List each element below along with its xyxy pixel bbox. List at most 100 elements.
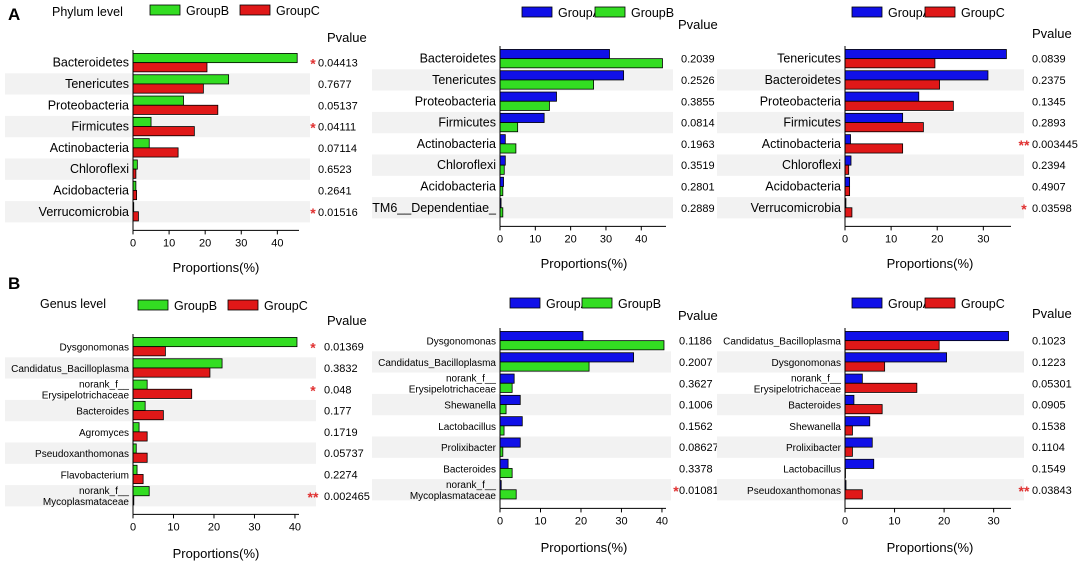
bar-groupb	[499, 58, 663, 69]
pvalue: 0.05137	[318, 100, 358, 112]
category-label-line: norank_f__	[446, 373, 496, 384]
bar-groupb	[132, 358, 223, 369]
pvalue: 0.2375	[1032, 75, 1066, 87]
pvalue-header: Pvalue	[327, 30, 367, 45]
category-label: Prolixibacter	[786, 443, 842, 454]
bar-groupb	[132, 53, 298, 64]
pvalue: 0.2801	[681, 181, 715, 193]
category-label-line: Mycoplasmataceae	[410, 491, 497, 502]
bar-groupa	[499, 112, 545, 123]
significance-star: **	[1019, 137, 1030, 153]
category-label-line: Mycoplasmataceae	[43, 497, 130, 508]
significance-star: **	[1019, 483, 1030, 499]
row-stripe	[717, 479, 1024, 501]
bar-groupa	[499, 70, 625, 81]
pvalue: 0.2526	[681, 75, 715, 87]
bar-groupc	[132, 431, 148, 442]
x-tick-label: 0	[497, 233, 503, 245]
pvalue: 0.003445	[1032, 139, 1078, 151]
bar-groupc	[844, 143, 904, 154]
x-tick-label: 0	[842, 515, 848, 527]
bar-groupb	[132, 138, 150, 149]
x-axis-title: Proportions(%)	[173, 546, 260, 561]
x-axis-title: Proportions(%)	[887, 256, 974, 271]
legend-label-groupc: GroupC	[961, 6, 1005, 20]
category-label: Firmicutes	[71, 120, 129, 134]
category-label: Verrucomicrobia	[751, 201, 841, 215]
bar-groupc	[844, 404, 883, 415]
category-label: Actinobacteria	[417, 137, 496, 151]
category-label: Bacteroidetes	[53, 56, 129, 70]
legend-label-groupc: GroupC	[276, 4, 320, 18]
pvalue: 0.01516	[318, 207, 358, 219]
legend-label-groupb: GroupB	[174, 299, 217, 313]
pvalue: 0.2889	[681, 203, 715, 215]
bar-groupa	[844, 112, 904, 123]
x-tick-label: 10	[529, 233, 541, 245]
chart-panel-3: Tenericutes 0.0839 Bacteroidetes 0.2375 Prot…	[717, 6, 1078, 271]
category-label: Bacteroides	[788, 401, 841, 412]
charts-container: Bacteroidetes 0.04413*Tenericutes 0.7677Pr…	[5, 4, 1078, 561]
x-tick-label: 20	[199, 237, 211, 249]
bar-groupc	[844, 122, 924, 133]
category-label: TM6__Dependentiae_	[372, 201, 497, 215]
category-label-line: Erysipelotrichaceae	[409, 384, 497, 395]
bar-groupa	[499, 155, 506, 166]
category-label: norank_f__ Mycoplasmataceae	[410, 480, 497, 502]
bar-groupb	[132, 116, 152, 127]
bar-groupa	[499, 416, 523, 427]
bar-groupc	[844, 186, 851, 197]
significance-star: *	[1021, 201, 1027, 217]
bar-groupc	[132, 474, 144, 485]
category-label: Candidatus_Bacilloplasma	[378, 358, 496, 369]
bar-groupb	[132, 159, 138, 170]
pvalue: 0.1104	[1032, 442, 1065, 454]
pvalue-header: Pvalue	[1032, 306, 1072, 321]
pvalue: 0.08627	[679, 442, 719, 454]
pvalue: 0.6523	[318, 164, 352, 176]
bar-groupa	[844, 416, 871, 427]
bar-groupb	[132, 486, 150, 497]
x-axis-title: Proportions(%)	[541, 540, 628, 555]
bar-groupc	[132, 367, 211, 378]
pvalue: 0.1023	[1032, 336, 1066, 348]
bar-groupa	[499, 394, 521, 405]
pvalue: 0.1562	[679, 421, 713, 433]
x-tick-label: 40	[271, 237, 283, 249]
pvalue: 0.3855	[681, 96, 715, 108]
bar-groupa	[844, 176, 851, 187]
bar-groupc	[844, 446, 853, 457]
row-stripe	[717, 154, 1024, 176]
bar-groupa	[499, 458, 509, 469]
category-label: norank_f__ Mycoplasmataceae	[43, 486, 130, 508]
bar-groupc	[132, 126, 195, 137]
bar-groupb	[499, 425, 505, 436]
x-tick-label: 40	[289, 521, 301, 533]
phylum-level-label: Phylum level	[52, 5, 123, 19]
bar-groupc	[844, 207, 853, 218]
bar-groupb	[499, 340, 665, 351]
category-label: Acidobacteria	[53, 183, 129, 197]
row-stripe	[5, 201, 310, 223]
pvalue: 0.2893	[1032, 118, 1066, 130]
row-stripe	[5, 485, 316, 507]
bar-groupc	[844, 340, 940, 351]
x-tick-label: 30	[248, 521, 260, 533]
category-label: Agromyces	[79, 428, 129, 439]
bar-groupa	[844, 458, 875, 469]
category-label: Dysgonomonas	[427, 337, 496, 348]
significance-star: *	[310, 382, 316, 398]
pvalue: 0.2039	[681, 54, 715, 66]
x-tick-label: 20	[208, 521, 220, 533]
row-stripe	[372, 197, 673, 219]
bar-groupc	[132, 410, 164, 421]
category-label: Chloroflexi	[70, 162, 129, 176]
legend-label-groupc: GroupC	[264, 299, 308, 313]
x-tick-label: 30	[988, 515, 1000, 527]
pvalue: 0.1345	[1032, 96, 1066, 108]
x-axis-title: Proportions(%)	[541, 256, 628, 271]
category-label: Acidobacteria	[420, 179, 496, 193]
bar-groupc	[844, 425, 853, 436]
category-label: Shewanella	[789, 422, 841, 433]
legend-label-groupa: GroupA	[888, 297, 932, 311]
